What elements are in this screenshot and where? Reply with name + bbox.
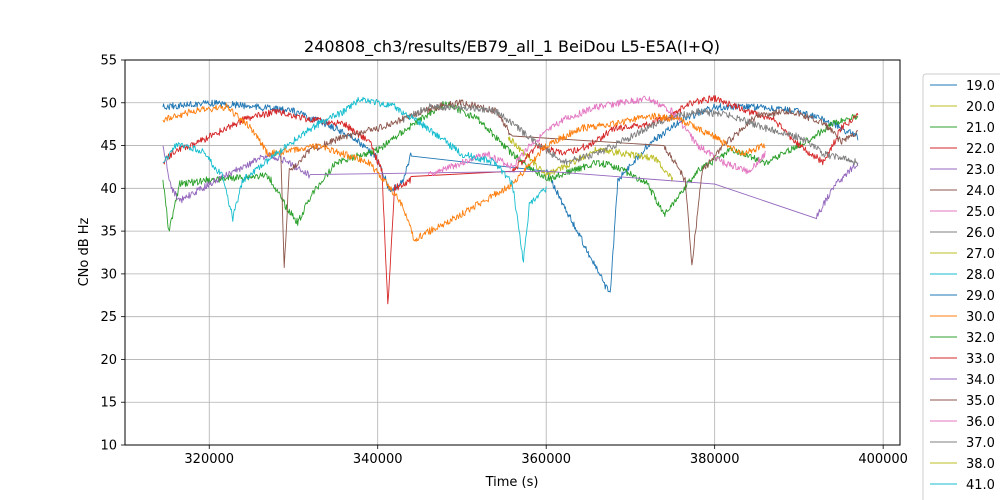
y-tick-label: 30 [100, 267, 117, 282]
plot-frame [124, 59, 901, 446]
y-tick-label: 10 [100, 439, 117, 454]
series-line [280, 99, 859, 268]
legend-label: 33.0 [966, 352, 995, 367]
legend-label: 23.0 [966, 163, 995, 178]
x-tick-label: 400000 [858, 452, 908, 467]
legend-items: 19.0 20.0 21.0 22.0 23.0 24.0 25.0 26.0 27.0 28.0… [930, 79, 995, 500]
legend: 19.0 20.0 21.0 22.0 23.0 24.0 25.0 26.0 27.0 28.0… [922, 73, 1000, 500]
x-axis-ticks: 320000 340000 360000 380000 400000 [184, 445, 908, 467]
series-line [162, 96, 547, 263]
chart-title: 240808_ch3/results/EB79_all_1 BeiDou L5-… [304, 37, 720, 57]
y-tick-label: 20 [100, 353, 117, 368]
y-tick-label: 25 [100, 310, 117, 325]
y-axis-ticks: 10 15 20 25 30 35 40 45 50 55 [100, 54, 125, 454]
series-layer [162, 95, 859, 305]
y-tick-label: 35 [100, 225, 117, 240]
legend-label: 24.0 [966, 184, 995, 199]
legend-label: 37.0 [966, 436, 995, 451]
legend-label: 30.0 [966, 310, 995, 325]
x-tick-label: 320000 [184, 452, 234, 467]
legend-label: 26.0 [966, 226, 995, 241]
x-tick-label: 380000 [690, 452, 740, 467]
legend-label: 27.0 [966, 247, 995, 262]
x-axis-label: Time (s) [485, 475, 539, 490]
legend-label: 22.0 [966, 142, 995, 157]
series-line [507, 136, 674, 182]
legend-label: 20.0 [966, 100, 995, 115]
legend-label: 36.0 [966, 415, 995, 430]
series-line [162, 95, 859, 305]
grid-lines [125, 59, 900, 446]
legend-label: 21.0 [966, 121, 995, 136]
series-line [402, 103, 859, 166]
x-tick-label: 340000 [353, 452, 403, 467]
legend-label: 25.0 [966, 205, 995, 220]
y-tick-label: 55 [100, 54, 117, 69]
legend-label: 41.0 [966, 478, 995, 493]
legend-label: 35.0 [966, 394, 995, 409]
series-line [162, 145, 859, 220]
legend-label: 28.0 [966, 268, 995, 283]
y-tick-label: 15 [100, 396, 117, 411]
x-tick-label: 360000 [521, 452, 571, 467]
y-tick-label: 40 [100, 182, 117, 197]
legend-label: 19.0 [966, 79, 995, 94]
y-tick-label: 45 [100, 139, 117, 154]
y-tick-label: 50 [100, 96, 117, 111]
legend-label: 34.0 [966, 373, 995, 388]
legend-box [922, 73, 1000, 500]
legend-label: 29.0 [966, 289, 995, 304]
y-axis-label: CNo dB Hz [77, 217, 92, 286]
legend-label: 38.0 [966, 457, 995, 472]
series-line [162, 99, 859, 293]
series-line [162, 103, 766, 242]
legend-label: 32.0 [966, 331, 995, 346]
